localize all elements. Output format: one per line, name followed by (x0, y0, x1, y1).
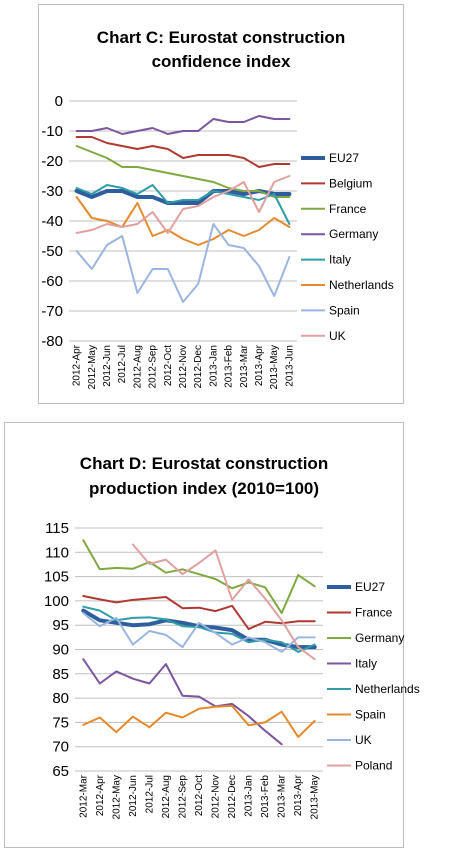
chart-d-series-line-france (82, 595, 316, 631)
chart-c-series-line-germany (75, 115, 291, 135)
chart-c-x-tick-label: 2012-Apr (72, 344, 83, 386)
chart-c-x-tick-label: 2012-Aug (132, 345, 143, 388)
chart-d-y-tick-label: 115 (45, 520, 69, 537)
chart-c-legend-label: Italy (329, 253, 351, 267)
chart-c-y-tick-label: -10 (41, 123, 63, 140)
chart-d-series-line-uk (82, 612, 316, 653)
chart-c-x-tick-label: 2013-Feb (224, 345, 235, 388)
chart-c-y-tick-label: -50 (41, 243, 63, 260)
chart-c-y-tick-label: 0 (55, 93, 63, 110)
chart-c-x-tick-label: 2012-Nov (178, 345, 189, 388)
chart-c-series-line-uk (75, 175, 291, 234)
chart-d-legend-label: Germany (355, 631, 404, 645)
chart-d-x-tick-label: 2013-Feb (260, 775, 271, 818)
chart-d-legend-label: Spain (355, 708, 386, 722)
chart-d-plot: 115 110 105 100 95 90 85 80 75 70 65 2012-Mar 2012-A… (44, 520, 420, 819)
chart-c-legend-label: France (329, 202, 367, 216)
chart-c-legend-label: Germany (329, 227, 378, 241)
chart-d-x-tick-label: 2013-Mar (277, 774, 288, 817)
chart-c-legend-label: Spain (329, 303, 360, 317)
chart-d-legend-label: France (355, 606, 393, 620)
chart-d-x-tick-label: 2012-Jul (144, 775, 155, 813)
chart-d-x-tick-label: 2012-Oct (194, 775, 205, 816)
chart-c-series-line-netherlands (75, 196, 291, 246)
chart-d-y-tick-label: 70 (52, 739, 69, 756)
chart-c-y-tick-label: -30 (41, 183, 63, 200)
chart-c-title-line2: confidence index (151, 52, 291, 71)
chart-c-legend-label: Netherlands (329, 278, 394, 292)
chart-c-y-tick-label: -20 (41, 153, 63, 170)
chart-c-x-tick-label: 2012-Oct (163, 345, 174, 386)
chart-d-series-line-poland (131, 543, 316, 661)
chart-c-y-tick-label: -70 (41, 303, 63, 320)
chart-c-x-tick-label: 2013-Apr (254, 344, 265, 386)
chart-c-x-tick-label: 2012-Dec (193, 345, 204, 388)
chart-d-x-tick-label: 2013-Jan (244, 775, 255, 817)
chart-d-x-tick-label: 2012-Apr (95, 774, 106, 816)
chart-c-series-line-italy (75, 184, 291, 225)
chart-d-y-tick-label: 110 (45, 544, 69, 561)
chart-d-y-tick-label: 100 (44, 593, 69, 610)
chart-c-title-line1: Chart C: Eurostat construction (96, 28, 346, 47)
chart-c-y-tick-label: -60 (41, 273, 63, 290)
chart-d-y-tick-label: 75 (52, 714, 69, 731)
chart-d-series-line-germany (82, 539, 316, 615)
chart-c-legend-label: EU27 (329, 151, 359, 165)
chart-c-y-tick-label: -80 (41, 333, 63, 350)
chart-d-legend-label: EU27 (355, 580, 385, 594)
chart-d-y-tick-label: 105 (44, 569, 69, 586)
chart-d-y-tick-label: 80 (52, 690, 69, 707)
chart-d-panel: Chart D: Eurostat construction productio… (4, 422, 420, 848)
chart-d-y-tick-label: 90 (52, 642, 69, 659)
chart-d-y-tick-label: 95 (52, 617, 69, 634)
chart-d-x-tick-label: 2012-Dec (227, 775, 238, 818)
chart-c-x-tick-label: 2012-Jul (117, 345, 128, 383)
chart-d-legend-label: UK (355, 733, 372, 747)
chart-d-x-tick-label: 2013-Apr (293, 774, 304, 816)
chart-c-series-line-spain (75, 223, 291, 303)
chart-d-x-tick-label: 2012-May (111, 775, 122, 819)
chart-c-y-tick-label: -40 (41, 213, 63, 230)
chart-d-x-tick-label: 2012-Aug (161, 775, 172, 818)
chart-c-x-tick-label: 2012-Sep (148, 345, 159, 389)
chart-d-series-line-netherlands (82, 605, 316, 653)
chart-c-x-tick-label: 2012-May (87, 345, 98, 389)
chart-c-x-tick-label: 2012-Jun (102, 345, 113, 387)
chart-c-x-tick-label: 2013-May (269, 345, 280, 389)
chart-c-x-tick-label: 2013-Jan (208, 345, 219, 387)
chart-c-legend-label: Belgium (329, 176, 372, 190)
chart-d-legend-label: Italy (355, 657, 377, 671)
chart-d-y-tick-label: 65 (52, 763, 69, 780)
chart-d-series-line-italy (82, 658, 283, 746)
chart-c-series-line-france (75, 145, 291, 198)
chart-c-plot: 0 -10 -20 -30 -40 -50 -60 -70 -80 2012-Apr 2012-Ma… (41, 93, 394, 389)
chart-d-legend-label: Netherlands (355, 682, 420, 696)
chart-c-x-tick-label: 2013-Mar (239, 344, 250, 387)
chart-c-series-line-belgium (75, 136, 291, 168)
chart-d-x-tick-label: 2013-May (310, 775, 321, 819)
chart-c-x-tick-label: 2013-Jun (284, 345, 295, 387)
chart-d-x-tick-label: 2012-Sep (177, 775, 188, 819)
chart-d-legend-label: Poland (355, 759, 392, 773)
chart-d-series-line-spain (82, 704, 316, 738)
chart-d-title-line2: production index (2010=100) (88, 479, 320, 498)
chart-c-legend-label: UK (329, 329, 346, 343)
chart-d-x-tick-label: 2012-Nov (211, 775, 222, 818)
chart-c-series-line-eu27 (74, 189, 292, 205)
chart-d-y-tick-label: 85 (52, 666, 69, 683)
chart-d-x-tick-label: 2012-Mar (78, 774, 89, 817)
chart-d-title-line1: Chart D: Eurostat construction (79, 454, 329, 473)
chart-d-x-tick-label: 2012-Jun (128, 775, 139, 817)
chart-c-panel: Chart C: Eurostat construction confidenc… (38, 4, 404, 404)
